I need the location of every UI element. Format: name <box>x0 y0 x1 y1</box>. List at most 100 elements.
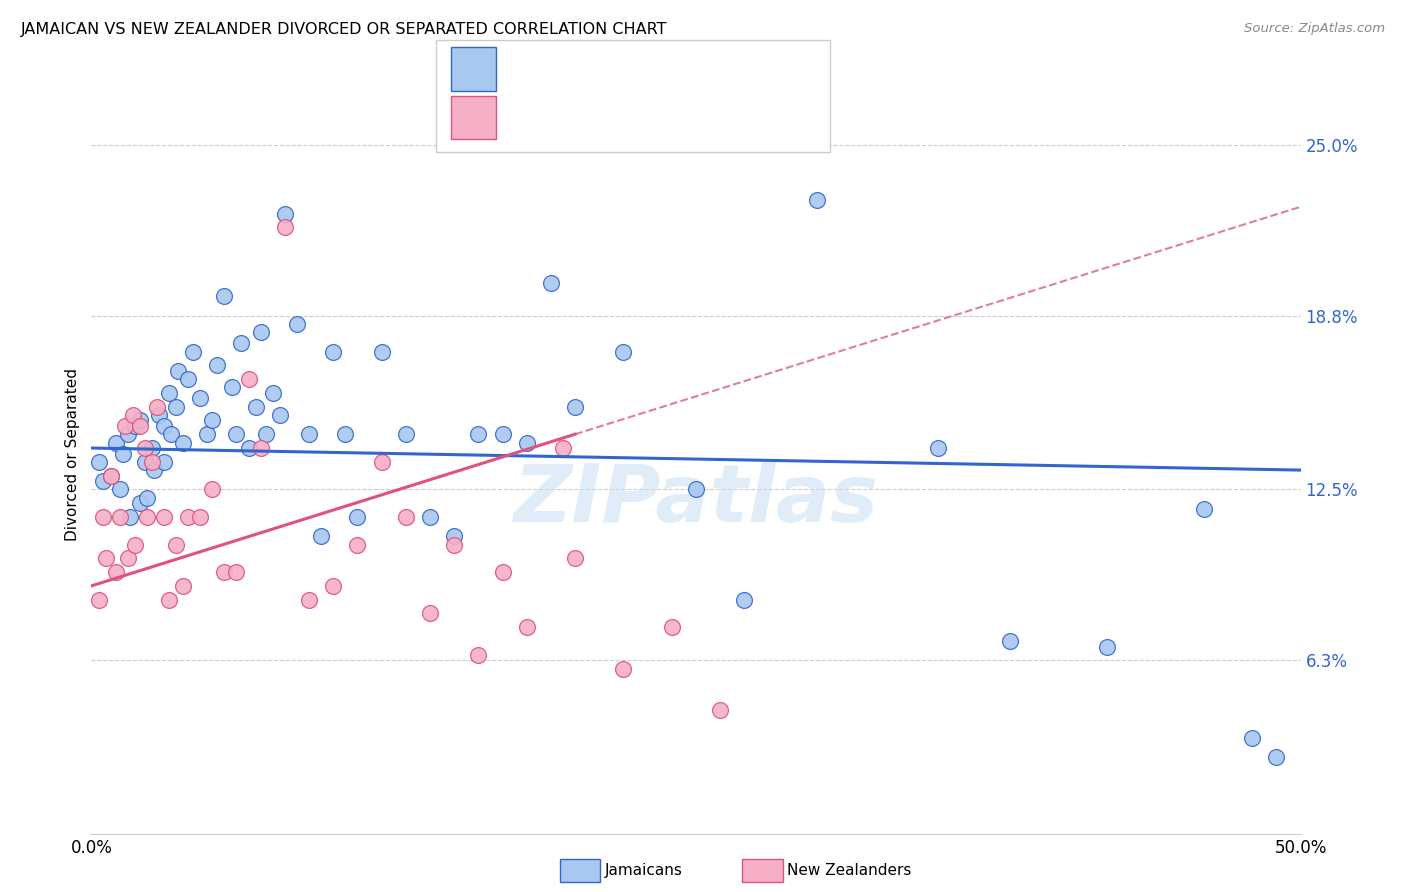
Point <box>201 483 224 497</box>
Point <box>443 529 465 543</box>
Point <box>927 441 949 455</box>
Point <box>443 537 465 551</box>
Point <box>93 474 115 488</box>
Point <box>114 419 136 434</box>
Point <box>104 435 127 450</box>
Text: ZIPatlas: ZIPatlas <box>513 461 879 540</box>
Point <box>165 400 187 414</box>
Point <box>110 510 132 524</box>
Point <box>467 427 489 442</box>
Point <box>153 510 176 524</box>
Point <box>709 703 731 717</box>
Point <box>124 419 146 434</box>
Point <box>612 344 634 359</box>
Point <box>104 565 127 579</box>
Point <box>262 385 284 400</box>
Point <box>245 400 267 414</box>
Point <box>134 455 156 469</box>
Point <box>564 400 586 414</box>
Point <box>269 408 291 422</box>
Text: 42: 42 <box>685 107 709 125</box>
Point <box>274 220 297 235</box>
Point <box>110 483 132 497</box>
Point <box>177 372 200 386</box>
Point <box>335 427 357 442</box>
Point <box>100 468 122 483</box>
Point <box>419 510 441 524</box>
Point <box>157 385 180 400</box>
Text: N =: N = <box>643 107 679 125</box>
Point <box>214 289 236 303</box>
Point <box>145 400 167 414</box>
Point <box>225 427 247 442</box>
Point <box>134 441 156 455</box>
Y-axis label: Divorced or Separated: Divorced or Separated <box>65 368 80 541</box>
Point <box>491 427 513 442</box>
Text: 82: 82 <box>685 59 707 77</box>
Point <box>467 648 489 662</box>
Text: JAMAICAN VS NEW ZEALANDER DIVORCED OR SEPARATED CORRELATION CHART: JAMAICAN VS NEW ZEALANDER DIVORCED OR SE… <box>21 22 668 37</box>
Text: New Zealanders: New Zealanders <box>787 863 911 878</box>
Point <box>516 620 538 634</box>
Point <box>249 325 271 339</box>
Text: 0.180: 0.180 <box>546 107 598 125</box>
Point <box>124 537 146 551</box>
Point <box>157 592 180 607</box>
Point <box>516 435 538 450</box>
Point <box>177 510 200 524</box>
Point <box>661 620 683 634</box>
Point <box>254 427 277 442</box>
Point <box>1192 501 1215 516</box>
Point <box>93 510 115 524</box>
Point <box>94 551 117 566</box>
Point <box>298 592 321 607</box>
Point <box>238 372 260 386</box>
Point <box>128 413 150 427</box>
Point <box>214 565 236 579</box>
Point <box>167 364 190 378</box>
Point <box>172 579 194 593</box>
Point <box>136 510 159 524</box>
Point <box>231 336 253 351</box>
Point <box>120 510 142 524</box>
Text: Source: ZipAtlas.com: Source: ZipAtlas.com <box>1244 22 1385 36</box>
Point <box>205 359 228 373</box>
Point <box>148 408 170 422</box>
Point <box>298 427 321 442</box>
Point <box>87 455 110 469</box>
Point <box>685 483 707 497</box>
Point <box>540 276 562 290</box>
Point <box>346 510 368 524</box>
Text: -0.063: -0.063 <box>546 59 605 77</box>
Point <box>274 207 297 221</box>
Point <box>1095 640 1118 654</box>
Point <box>322 579 344 593</box>
Point <box>165 537 187 551</box>
Point <box>346 537 368 551</box>
Point <box>1000 634 1022 648</box>
Point <box>419 607 441 621</box>
Point <box>370 344 392 359</box>
Point <box>188 392 211 406</box>
Point <box>128 496 150 510</box>
Point <box>143 463 166 477</box>
Point <box>249 441 271 455</box>
Point <box>197 427 219 442</box>
Point <box>491 565 513 579</box>
Point <box>172 435 194 450</box>
Point <box>87 592 110 607</box>
Point <box>1241 731 1264 745</box>
Point <box>136 491 159 505</box>
Point <box>395 427 418 442</box>
Point <box>153 419 176 434</box>
Point <box>221 380 243 394</box>
Point <box>612 662 634 676</box>
Point <box>121 408 143 422</box>
Point <box>564 551 586 566</box>
Point <box>201 413 224 427</box>
Point <box>128 419 150 434</box>
Text: R =: R = <box>505 107 541 125</box>
Point <box>225 565 247 579</box>
Point <box>733 592 755 607</box>
Point <box>160 427 183 442</box>
